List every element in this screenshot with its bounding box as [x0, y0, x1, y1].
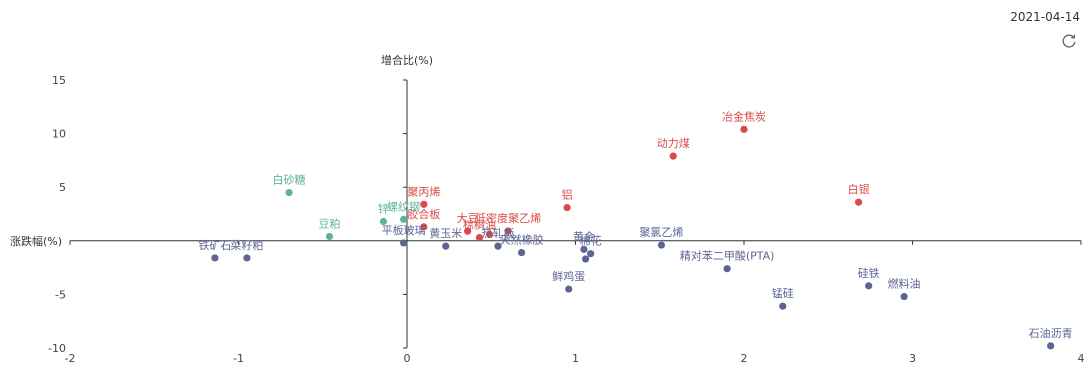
y-tick-label: 15: [52, 74, 66, 87]
x-tick-label: 3: [909, 352, 916, 365]
data-label: 鲜鸡蛋: [552, 269, 585, 283]
data-point: [854, 198, 863, 206]
data-point: [243, 254, 251, 262]
data-label: 黄金: [573, 229, 595, 243]
data-label: 硅铁: [858, 267, 880, 280]
data-point: [779, 302, 787, 310]
x-tick-label: 1: [572, 352, 579, 365]
data-point: [379, 217, 388, 226]
data-label: 燃料油: [888, 277, 921, 291]
data-label: 豆粕: [318, 217, 340, 231]
y-tick-label: -10: [48, 342, 66, 355]
data-point: [565, 285, 573, 293]
chart-axes: [70, 80, 1081, 348]
data-point: [442, 242, 450, 250]
data-point: [494, 242, 502, 250]
data-point: [285, 188, 293, 197]
data-label: 铁矿石: [198, 239, 231, 252]
data-point: [485, 230, 494, 238]
data-label: 聚丙烯: [407, 185, 440, 198]
data-point: [420, 200, 428, 208]
data-label: 低密度聚乙烯: [475, 211, 541, 225]
data-point: [325, 232, 334, 241]
y-tick-label: 5: [59, 181, 66, 194]
data-point: [582, 255, 590, 263]
data-point: [740, 125, 748, 133]
data-point: [400, 239, 408, 247]
data-point: [1047, 342, 1055, 350]
data-point: [517, 248, 526, 257]
y-tick-label: -5: [55, 288, 66, 301]
data-point: [211, 254, 219, 262]
data-point: [580, 245, 588, 253]
data-label: 锌: [378, 202, 389, 216]
data-label: 聚氯乙烯: [639, 225, 683, 239]
data-label: 大豆: [457, 211, 479, 225]
data-point: [475, 233, 484, 242]
refresh-icon[interactable]: [1060, 32, 1078, 50]
chart-point-labels: 冶金焦炭动力煤白银 铝 聚丙烯胶合板 大豆低密度聚乙烯棕榈油 白砂糖豆粕 锌螺纹钢铁矿石菜…: [198, 109, 1072, 340]
data-label: 胶合板: [407, 207, 440, 221]
data-label: 热轧板: [481, 226, 514, 240]
data-label: 螺纹钢: [387, 199, 420, 213]
data-label: 冶金焦炭: [722, 109, 766, 123]
data-label: 黄玉米: [429, 226, 462, 240]
data-label: 锰硅: [772, 286, 794, 300]
x-tick-label: 2: [741, 352, 748, 365]
data-label: 石油沥青: [1029, 326, 1073, 340]
data-label: 精对苯二甲酸(PTA): [680, 249, 775, 263]
data-point: [420, 223, 428, 231]
x-tick-label: -1: [233, 352, 244, 365]
data-point: [400, 215, 408, 223]
x-tick-label: -2: [65, 352, 76, 365]
data-point: [669, 152, 677, 160]
data-label: 铝: [562, 188, 573, 202]
chart-points: [211, 125, 1055, 350]
data-label: 白砂糖: [273, 173, 306, 187]
y-axis-left-label: 涨跌幅(%): [10, 234, 62, 248]
date-label: 2021-04-14: [1010, 10, 1080, 24]
data-point: [865, 282, 873, 290]
x-tick-label: 0: [404, 352, 411, 365]
x-tick-label: 4: [1078, 352, 1085, 365]
data-label: 平板玻璃: [382, 223, 426, 237]
data-point: [504, 227, 512, 235]
y-tick-label: 10: [52, 128, 66, 141]
data-point: [563, 203, 571, 212]
data-point: [587, 250, 595, 258]
y-axis-title: 增合比(%): [381, 53, 433, 67]
data-label: 动力煤: [657, 137, 690, 150]
data-label: 天然橡胶: [500, 233, 544, 247]
data-label: 棕榈油: [463, 218, 496, 232]
data-point: [723, 265, 731, 273]
data-label: 菜籽粕: [230, 238, 263, 252]
data-point: [900, 292, 908, 301]
data-point: [464, 227, 472, 235]
data-point: [657, 241, 666, 249]
data-label: 棉花: [580, 234, 602, 248]
data-label: 白银: [848, 182, 870, 196]
